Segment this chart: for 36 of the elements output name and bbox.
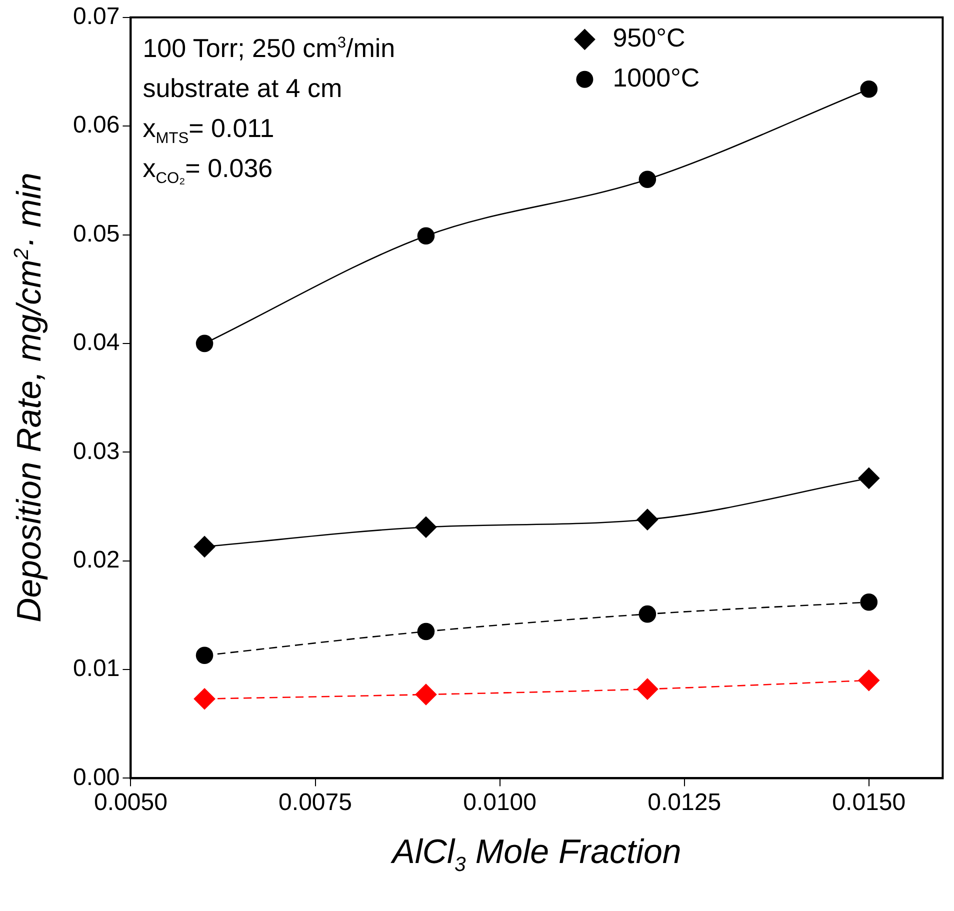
point [194,688,216,710]
point [415,516,437,538]
point [860,80,878,98]
point [417,622,435,640]
y-tick-label: 0.06 [72,112,120,139]
y-tick-label: 0.07 [72,3,120,30]
point [638,605,656,623]
x-tick-label: 0.0150 [832,789,906,816]
point [858,670,880,692]
y-tick-label: 0.01 [72,655,120,682]
y-tick-label: 0.03 [72,438,120,465]
y-tick-label: 0.02 [72,546,120,574]
point [417,227,435,245]
annotation: substrate at 4 cm [142,73,342,104]
point [860,593,878,611]
x-tick-label: 0.0050 [94,789,168,816]
point [636,508,658,530]
point [636,678,658,700]
legend-label: 950°C [612,22,686,53]
annotation: x$_{CO₂}$= 0.036 [142,153,273,188]
point [194,536,216,558]
point [415,684,437,706]
x-tick-label: 0.0125 [648,789,722,816]
annotation: 100 Torr; 250 cm$^{3}$/min [142,33,396,64]
point [638,170,656,188]
y-tick-label: 0.05 [72,220,120,248]
point [196,334,214,352]
x-axis-title: AlCl$_{3}$ Mole Fraction [392,833,682,877]
legend-label: 1000°C [612,62,700,93]
annotation: x$_{MTS}$= 0.011 [142,113,274,148]
point [858,468,880,489]
x-tick-label: 0.0075 [278,789,352,816]
y-tick-label: 0.04 [72,329,120,356]
point [196,646,214,664]
y-tick-label: 0.00 [72,764,120,791]
x-tick-label: 0.0100 [463,789,536,816]
